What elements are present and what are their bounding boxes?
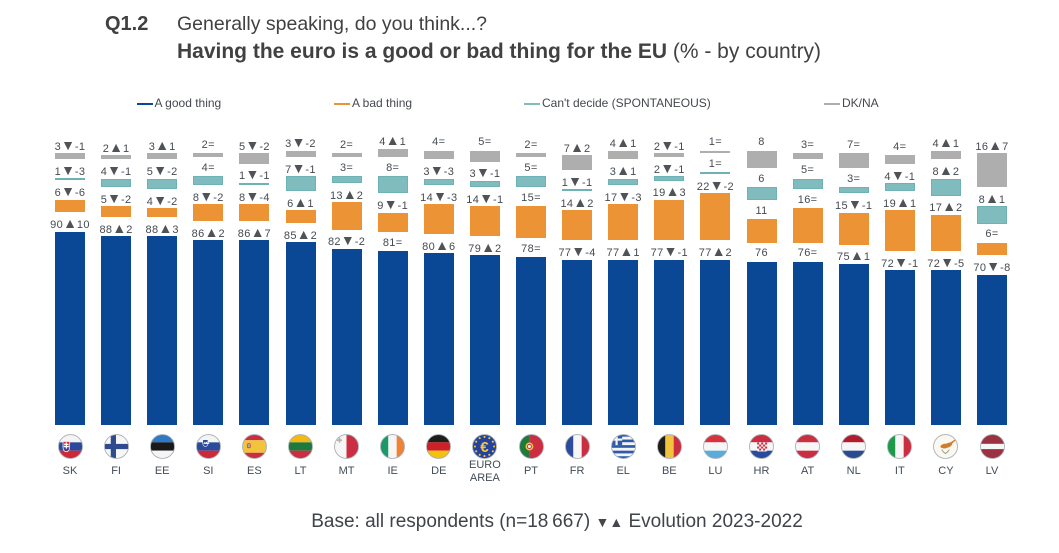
- svg-text:€: €: [481, 438, 490, 455]
